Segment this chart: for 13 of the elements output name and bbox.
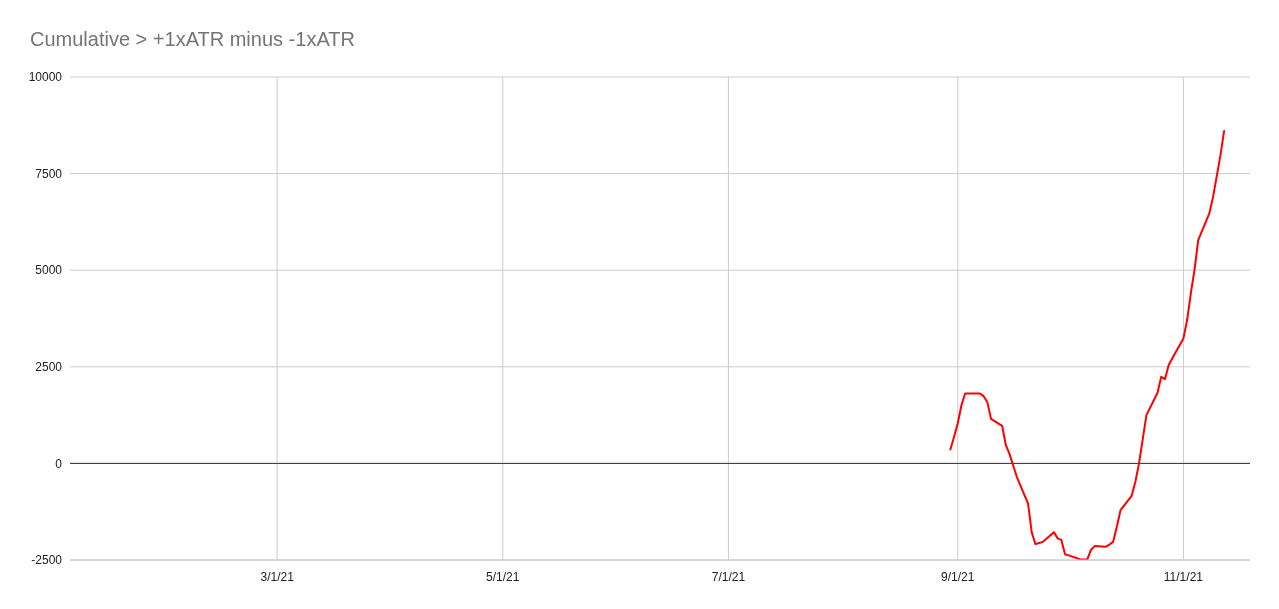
x-tick-label: 3/1/21 [260,569,295,584]
y-tick-label: 7500 [35,166,63,181]
x-tick-label: 9/1/21 [941,569,975,584]
line-series [949,130,1226,560]
y-tick-label: 0 [55,456,63,471]
y-tick-label: 2500 [35,360,63,375]
x-tick-label: 7/1/21 [711,569,746,584]
y-tick-label: -2500 [31,553,63,568]
y-tick-label: 5000 [35,263,63,278]
y-tick-label: 10000 [28,70,63,85]
chart-title: Cumulative > +1xATR minus -1xATR [30,28,355,51]
x-tick-label: 11/1/21 [1163,569,1204,584]
x-tick-label: 5/1/21 [486,569,520,584]
